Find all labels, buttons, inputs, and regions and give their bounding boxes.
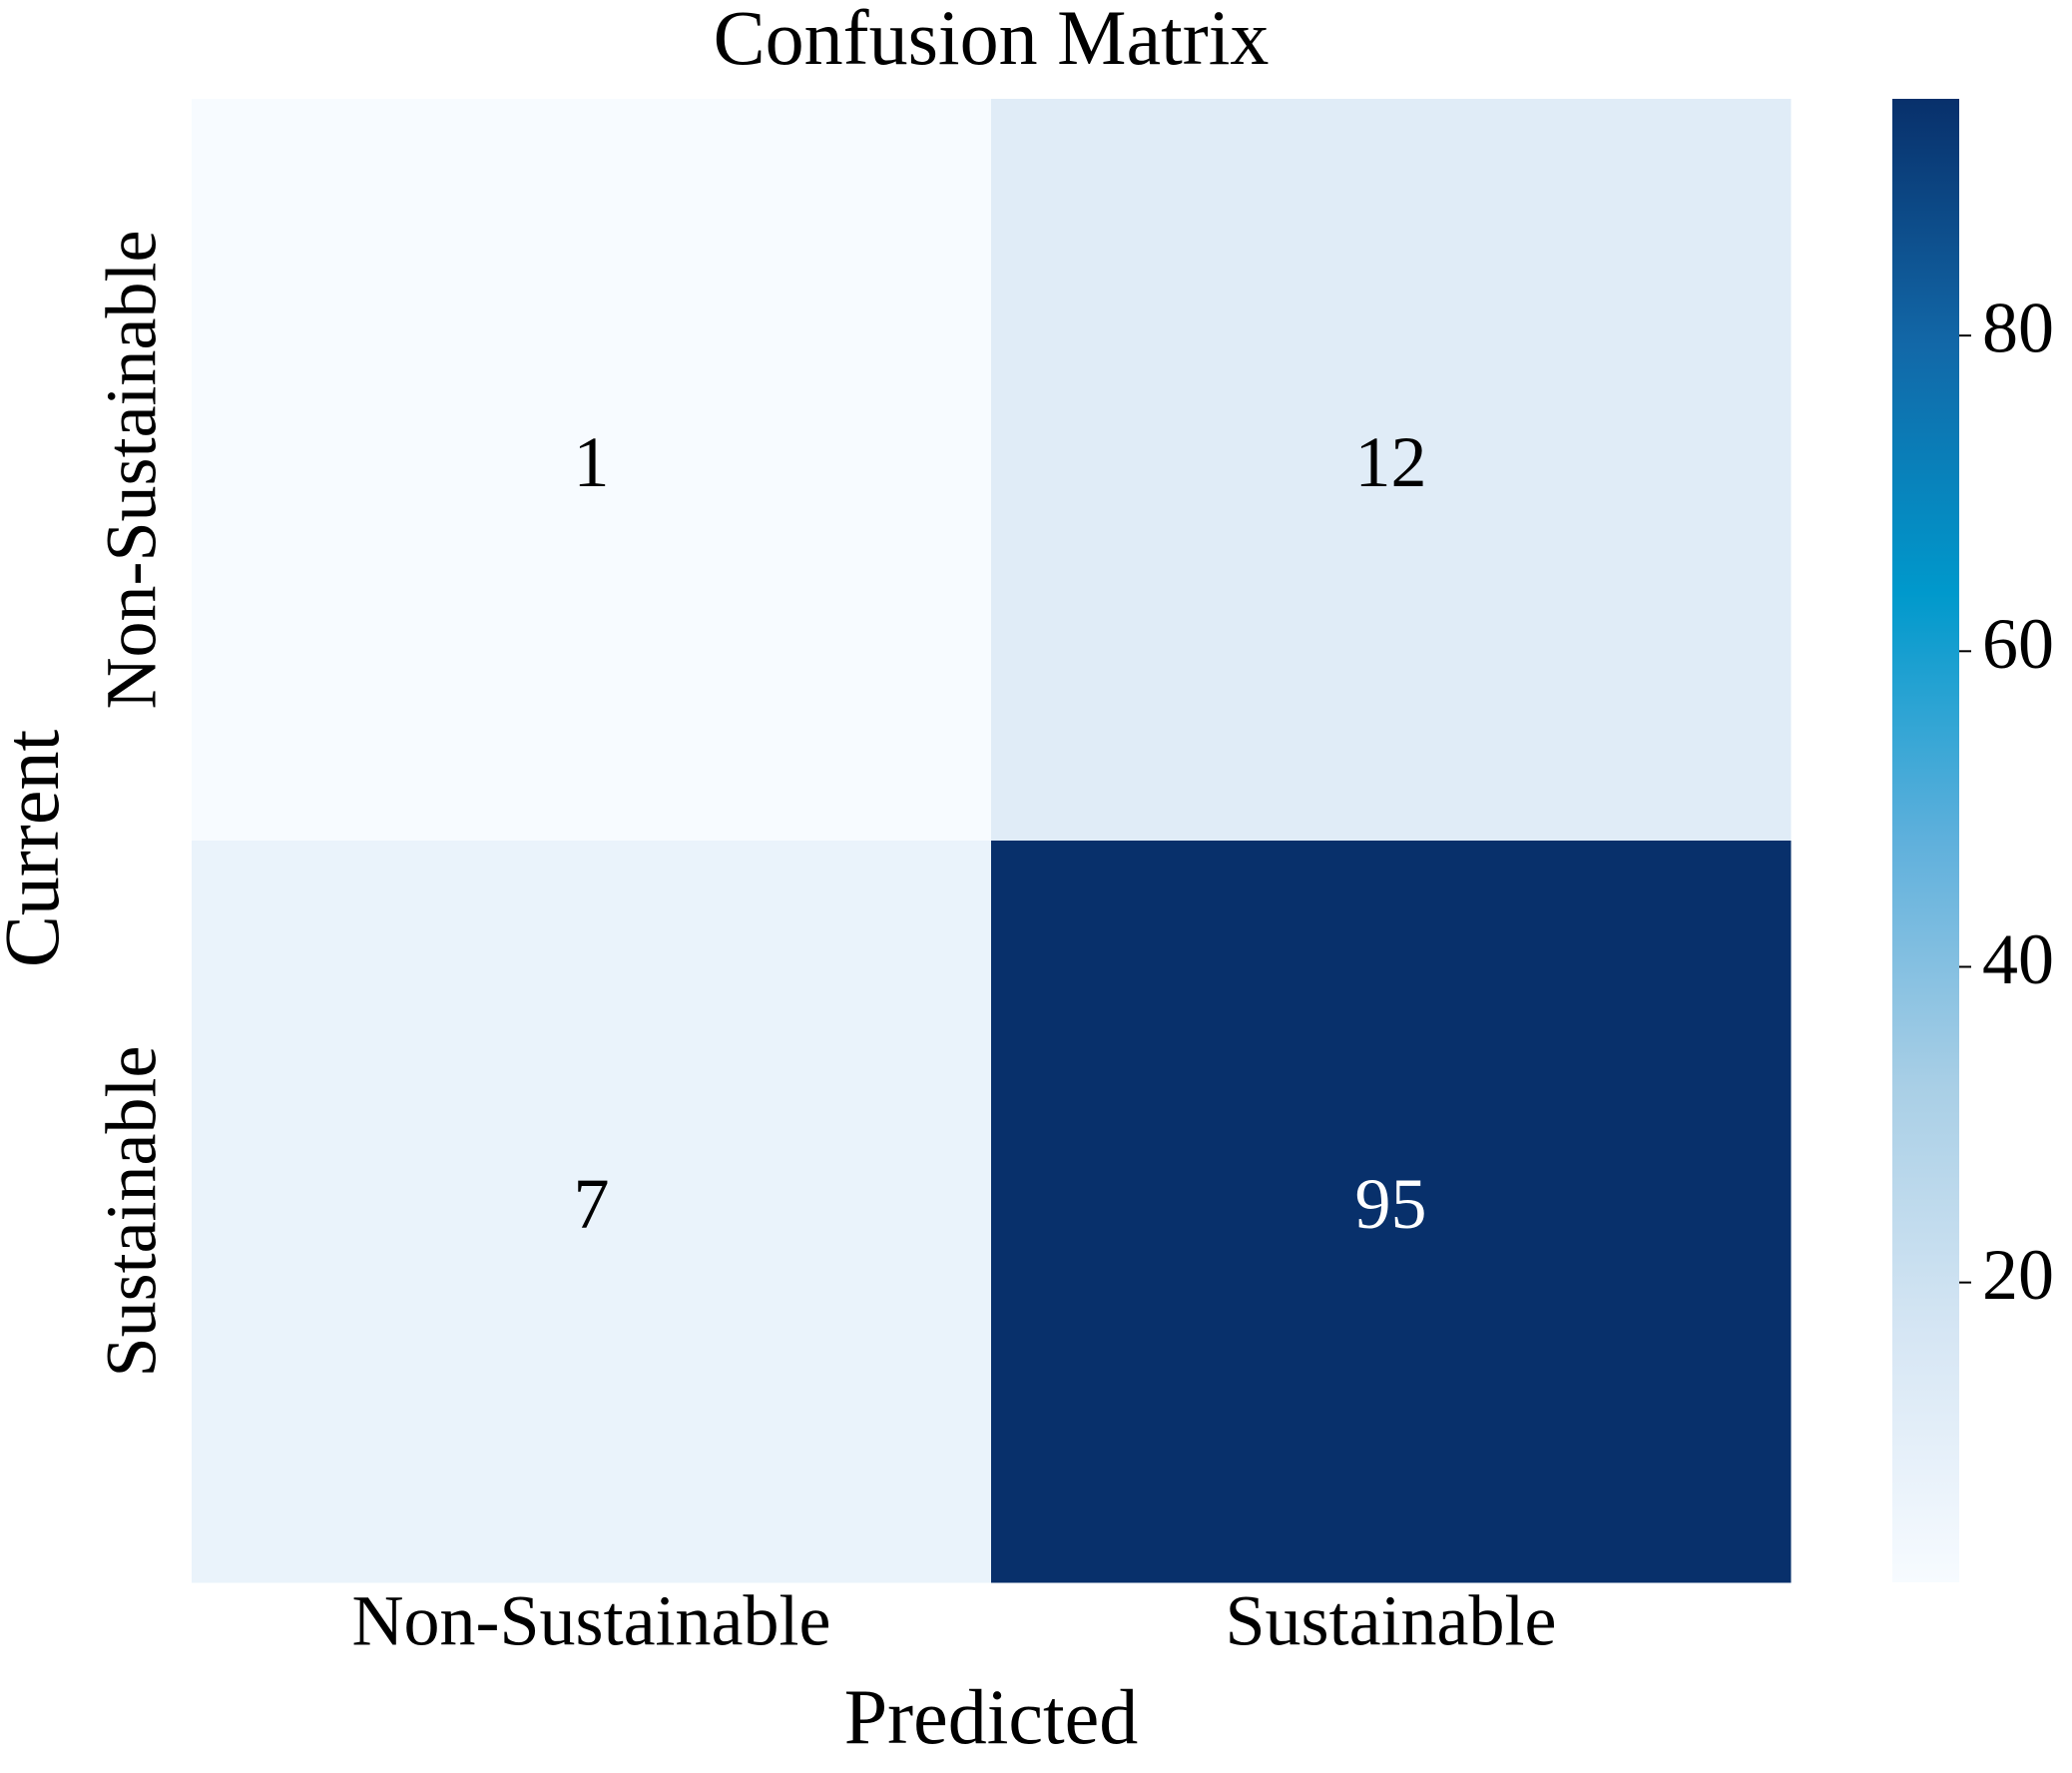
- y-tick-label: Non-Sustainable: [92, 231, 172, 710]
- colorbar-tick-label: 40: [1982, 919, 2054, 999]
- x-tick-label: Sustainable: [1226, 1581, 1557, 1661]
- x-axis-label: Predicted: [844, 1673, 1139, 1760]
- y-tick-label: Sustainable: [92, 1046, 172, 1378]
- y-axis-label: Current: [0, 730, 75, 968]
- cell-label: 95: [1355, 1164, 1427, 1244]
- colorbar: [1892, 99, 1959, 1582]
- heatmap-cell: [991, 841, 1792, 1583]
- heatmap-cell: [192, 99, 992, 842]
- colorbar-tick-label: 20: [1982, 1235, 2054, 1315]
- chart-title: Confusion Matrix: [714, 0, 1270, 81]
- heatmap-cell: [991, 99, 1792, 842]
- cell-label: 1: [574, 422, 610, 502]
- colorbar-tick-label: 60: [1982, 604, 2054, 684]
- colorbar-tick-label: 80: [1982, 289, 2054, 368]
- heatmap-cell: [192, 841, 992, 1583]
- cell-label: 7: [574, 1164, 610, 1244]
- x-tick-label: Non-Sustainable: [352, 1581, 831, 1661]
- cell-label: 12: [1355, 422, 1427, 502]
